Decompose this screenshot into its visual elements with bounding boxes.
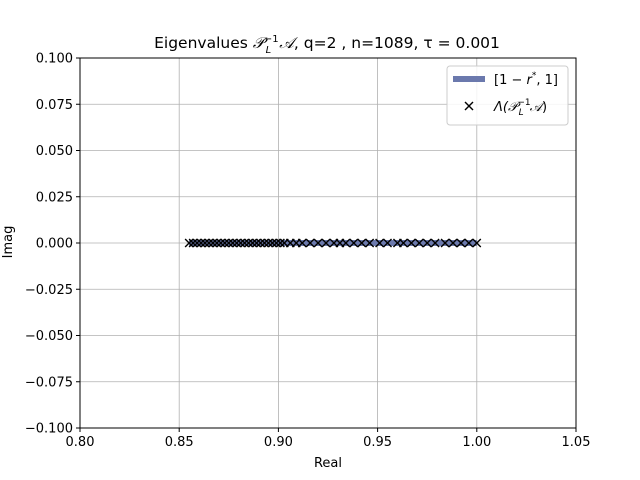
legend-interval-label: [1 − r*, 1] (494, 71, 558, 88)
x-axis-label: Real (314, 456, 342, 471)
legend-x-marker-glyph (464, 101, 474, 111)
title-suffix: , q=2 , n=1089, τ = 0.001 (294, 34, 500, 52)
y-tick-label: 0.075 (36, 98, 73, 113)
title-prefix: Eigenvalues (154, 34, 253, 52)
x-tick-label: 1.00 (462, 435, 491, 450)
eigenvalue-point (297, 238, 307, 248)
eigenvalue-point (184, 238, 194, 248)
eigenvalue-point (448, 238, 458, 248)
eigenvalue-point (375, 238, 385, 248)
eigenvalue-point (220, 238, 230, 248)
eigenvalue-point (383, 238, 393, 248)
x-tick-label: 0.90 (264, 435, 293, 450)
eigenvalue-point (313, 238, 323, 248)
legend-eig-symbol-a: 𝒜 (530, 100, 546, 115)
eigenvalue-point (422, 238, 432, 248)
eigenvalue-point (248, 238, 258, 248)
eigenvalue-point (414, 238, 424, 248)
y-tick-label: −0.100 (25, 422, 73, 437)
legend-eig-lambda: Λ( (493, 100, 509, 115)
y-tick-label: 0.000 (36, 237, 73, 252)
eigenvalue-point (440, 238, 450, 248)
eigenvalue-point (212, 238, 222, 248)
eigenvalue-point (200, 238, 210, 248)
title-subscript: L (266, 45, 272, 56)
eigenvalue-point (357, 238, 367, 248)
title-symbol-a: 𝒜 (279, 34, 298, 52)
eigenvalue-point (224, 238, 234, 248)
eigenvalue-point (341, 238, 351, 248)
eigenvalue-point (267, 238, 277, 248)
y-tick-label: −0.075 (25, 375, 73, 390)
legend-interval-right: , 1] (536, 73, 558, 88)
eigenvalue-point (208, 238, 218, 248)
eigenvalue-point (236, 238, 246, 248)
eigenvalue-point (196, 238, 206, 248)
eigenvalue-point (464, 238, 474, 248)
eigenvalue-point (472, 238, 482, 248)
legend-eig-close: ) (542, 100, 547, 115)
eigenvalue-point (456, 238, 466, 248)
x-tick-label: 1.05 (562, 435, 591, 450)
legend-eigenvalue-marker (464, 101, 474, 111)
eigenvalue-point (252, 238, 262, 248)
eigenvalue-point (263, 238, 273, 248)
eigenvalue-point (240, 238, 250, 248)
eigenvalue-point (305, 238, 315, 248)
chart-title: Eigenvalues 𝒫−1 L 𝒜, q=2 , n=1089, τ = 0.0… (154, 34, 500, 56)
eigenvalue-point (430, 238, 440, 248)
eigenvalue-point (216, 238, 226, 248)
title-superscript: −1 (264, 34, 279, 45)
legend: [1 − r*, 1] Λ(𝒫−1 L 𝒜) (446, 65, 569, 126)
eigenvalue-point (204, 238, 214, 248)
eigenvalue-point (260, 238, 270, 248)
x-tick-label: 0.85 (165, 435, 194, 450)
eigenvalue-point (349, 238, 359, 248)
legend-interval-left: [1 − (494, 73, 527, 88)
legend-eig-superscript: −1 (517, 98, 530, 108)
y-tick-label: 0.050 (36, 144, 73, 159)
eigenvalue-point (228, 238, 238, 248)
eigenvalue-points (184, 238, 482, 248)
y-tick-label: 0.100 (36, 52, 73, 67)
eigenvalue-point (365, 238, 375, 248)
eigenvalue-point (406, 238, 416, 248)
eigenvalue-point (256, 238, 266, 248)
eigenvalue-point (192, 238, 202, 248)
y-tick-label: 0.025 (36, 190, 73, 205)
eigenvalue-point (188, 238, 198, 248)
eigenvalue-point (244, 238, 254, 248)
y-tick-label: −0.025 (25, 283, 73, 298)
legend-interval-r: r (527, 73, 534, 88)
eigenvalue-point (321, 238, 331, 248)
x-tick-label: 0.95 (363, 435, 392, 450)
legend-eigenvalue-label: Λ(𝒫−1 L 𝒜) (493, 98, 547, 118)
y-tick-label: −0.050 (25, 329, 73, 344)
eigenvalue-point (275, 238, 285, 248)
eigenvalue-point (232, 238, 242, 248)
y-axis-label: Imag (1, 226, 16, 259)
eigenvalue-point (398, 238, 408, 248)
legend-eig-subscript: L (519, 108, 524, 118)
eigenvalue-point (271, 238, 281, 248)
axis-ticks: 0.80 0.85 0.90 0.95 1.00 1.05 −0.100 −0.075 −0.0… (25, 52, 591, 451)
legend-interval-star: * (532, 71, 537, 81)
x-tick-label: 0.80 (66, 435, 95, 450)
